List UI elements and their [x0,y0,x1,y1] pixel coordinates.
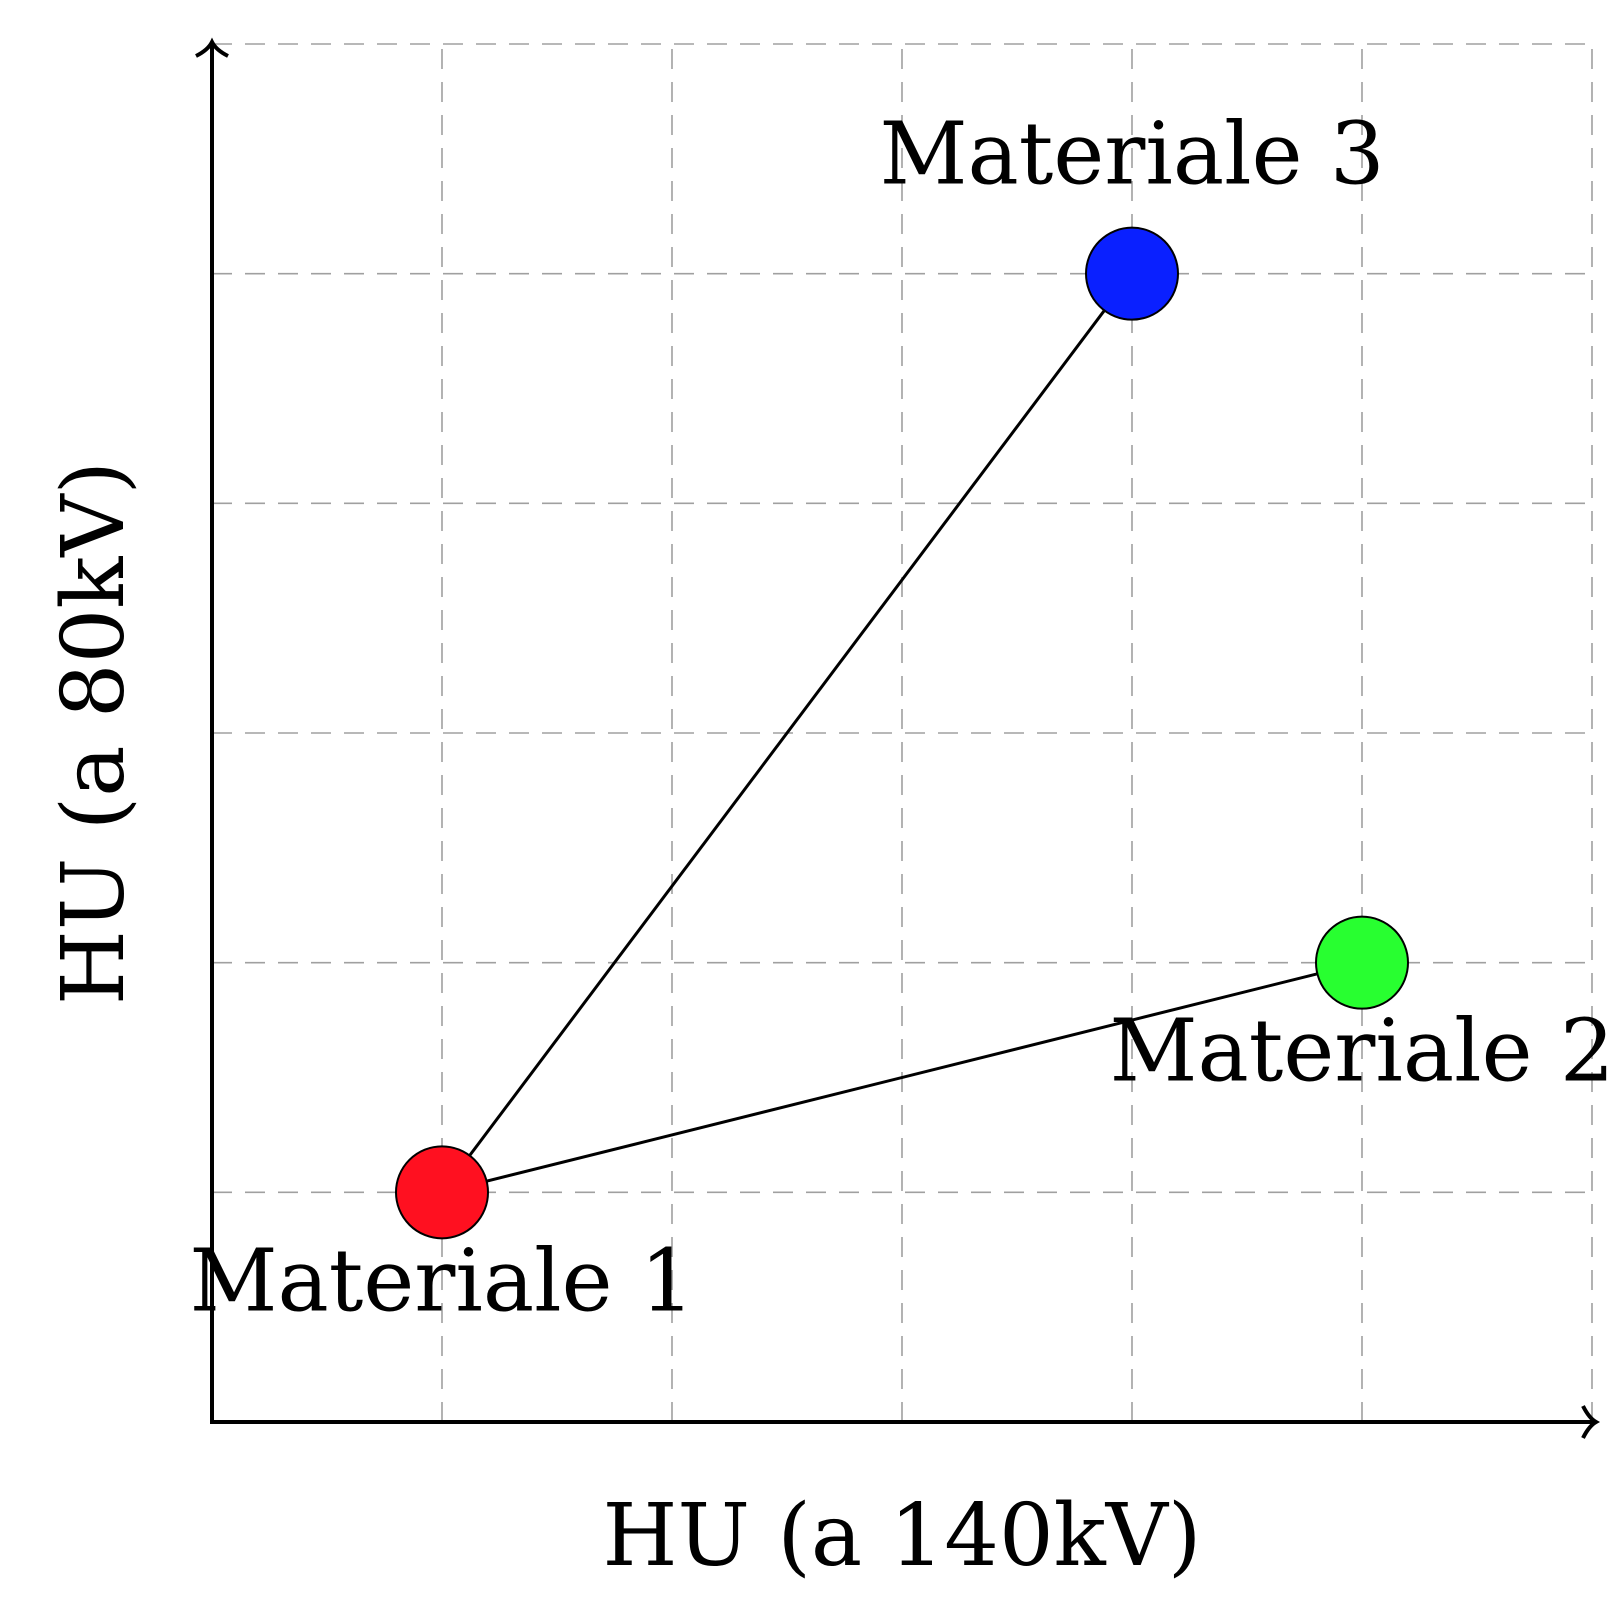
point-label: Materiale 1 [189,1231,694,1331]
data-point [1085,226,1179,321]
point-labels: Materiale 1 Materiale 2 Materiale 3 [189,105,1614,1332]
axes [195,37,1601,1439]
connector-lines [440,272,1363,1194]
data-point [395,1145,489,1240]
data-points [395,226,1409,1240]
point-label: Materiale 3 [879,105,1384,205]
y-axis-arrow-icon [195,37,229,58]
connector-line [440,272,1134,1194]
data-point [1315,915,1409,1010]
y-axis-label: HU (a 80kV) [44,461,144,1005]
connector-line [441,961,1363,1194]
x-axis-arrow-icon [1581,1405,1601,1439]
x-axis-label: HU (a 140kV) [603,1486,1202,1586]
point-label: Materiale 2 [1109,1002,1614,1102]
